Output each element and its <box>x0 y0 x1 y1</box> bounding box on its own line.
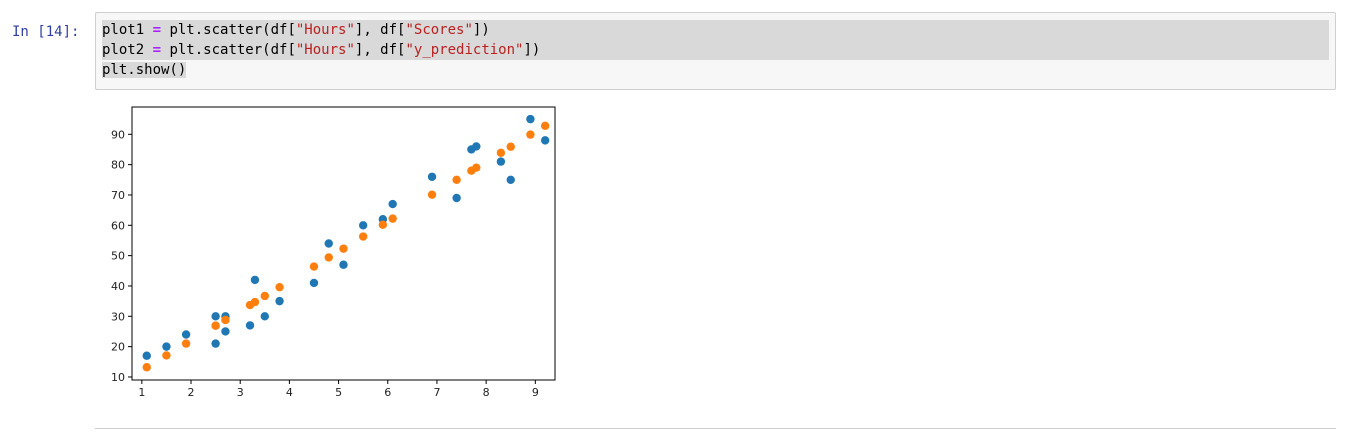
scores-point <box>324 239 333 248</box>
scores-point <box>506 175 515 184</box>
x-tick-label: 4 <box>286 386 293 399</box>
y-tick-label: 60 <box>111 219 125 232</box>
code-token: ], df[ <box>354 42 406 58</box>
scores-point <box>245 321 255 330</box>
prediction-point <box>260 291 270 301</box>
y-tick-label: 40 <box>111 280 125 293</box>
prediction-point <box>526 130 535 139</box>
prediction-point <box>427 190 437 199</box>
scores-point <box>452 193 461 203</box>
cell-output: 1 2 3 4 5 6 7 8 9 10 20 30 40 50 60 70 80 90 <box>100 100 570 410</box>
y-tick-label: 90 <box>111 128 125 141</box>
next-cell[interactable] <box>95 428 1336 438</box>
code-token: "Hours" <box>295 42 355 58</box>
prediction-point <box>181 339 191 348</box>
scores-point <box>358 221 368 230</box>
prediction-point <box>472 163 481 172</box>
code-token: "Hours" <box>295 22 355 38</box>
prediction-point <box>339 244 348 253</box>
scores-point <box>309 278 319 288</box>
scores-point <box>472 142 481 151</box>
code-token: plt.scatter(df[ <box>161 42 296 58</box>
scatter-plot: 1 2 3 4 5 6 7 8 9 10 20 30 40 50 60 70 80 90 <box>111 106 556 399</box>
cell-prompt: In [14]: <box>12 24 80 40</box>
scores-point <box>540 136 550 145</box>
scores-point <box>211 339 220 348</box>
scores-point <box>221 327 230 336</box>
prediction-point <box>211 321 220 330</box>
scores-point <box>260 312 270 321</box>
x-tick-label: 6 <box>384 386 391 399</box>
scores-point <box>162 342 171 351</box>
x-tick-label: 2 <box>188 386 195 399</box>
code-token: plot1 <box>102 22 153 38</box>
scores-point <box>339 260 348 269</box>
x-tick-label: 9 <box>532 386 539 399</box>
scores-point <box>526 114 535 124</box>
code-token: plt.scatter(df[ <box>161 22 296 38</box>
x-tick-label: 7 <box>433 386 440 399</box>
code-token: ], df[ <box>354 22 406 38</box>
y-tick-label: 70 <box>111 189 125 202</box>
y-tick-label: 20 <box>111 341 125 354</box>
scores-point <box>181 330 191 339</box>
code-line: plt.show() <box>102 60 1329 80</box>
code-line: plot1 = plt.scatter(df["Hours"], df["Sco… <box>102 20 1329 40</box>
prediction-point <box>250 297 260 307</box>
prediction-point <box>275 282 284 292</box>
code-token: plt.show() <box>102 62 187 78</box>
y-tick-label: 50 <box>111 250 125 263</box>
x-tick-label: 8 <box>483 386 490 399</box>
code-token: plot2 <box>102 42 153 58</box>
code-token: = <box>152 22 162 38</box>
scores-point <box>388 199 397 209</box>
code-line: plot2 = plt.scatter(df["Hours"], df["y_p… <box>102 40 1329 60</box>
code-token: ]) <box>472 22 490 38</box>
prediction-point <box>309 262 319 271</box>
y-tick-label: 10 <box>111 371 125 384</box>
prediction-point <box>162 351 171 360</box>
code-editor[interactable]: plot1 = plt.scatter(df["Hours"], df["Sco… <box>102 20 1329 80</box>
prediction-point <box>452 175 461 184</box>
prediction-point <box>324 253 333 262</box>
code-token: "Scores" <box>405 22 473 38</box>
code-cell-input[interactable]: plot1 = plt.scatter(df["Hours"], df["Sco… <box>95 12 1336 90</box>
code-token: "y_prediction" <box>405 42 524 58</box>
scores-point <box>250 275 260 285</box>
scores-point <box>142 351 151 360</box>
prediction-point <box>358 232 368 241</box>
prediction-point <box>496 148 506 158</box>
prediction-point <box>506 142 515 151</box>
scores-point <box>275 296 284 306</box>
x-tick-label: 3 <box>237 386 244 399</box>
code-token: = <box>152 42 162 58</box>
prediction-point <box>388 214 397 223</box>
plot-frame <box>131 106 556 381</box>
prediction-point <box>378 220 388 229</box>
y-tick-label: 80 <box>111 159 125 172</box>
y-tick-label: 30 <box>111 310 125 323</box>
scores-point <box>496 157 506 166</box>
scores-point <box>211 312 220 321</box>
x-tick-label: 5 <box>335 386 342 399</box>
prediction-point <box>142 363 151 372</box>
x-tick-label: 1 <box>138 386 145 399</box>
prediction-point <box>221 315 230 325</box>
code-token: ]) <box>523 42 541 58</box>
prediction-point <box>540 121 550 131</box>
scores-point <box>427 172 437 181</box>
